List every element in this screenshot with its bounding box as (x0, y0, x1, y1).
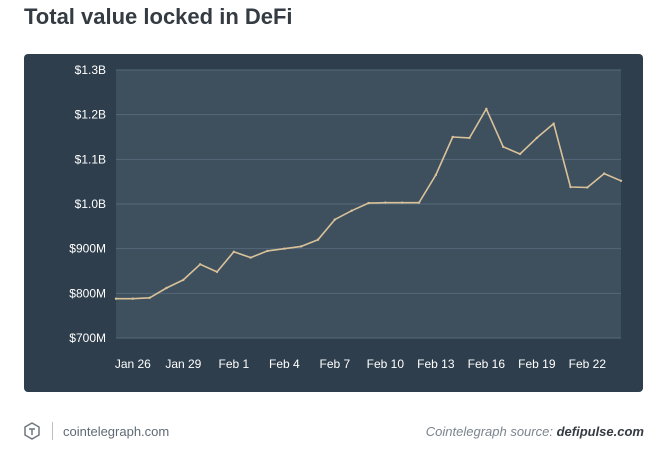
data-point (131, 297, 135, 300)
data-point (468, 136, 471, 140)
footer-divider (52, 422, 53, 440)
data-point (518, 152, 522, 156)
data-point (266, 249, 269, 253)
source-name[interactable]: defipulse.com (556, 424, 644, 439)
chart-title: Total value locked in DeFi (24, 4, 293, 29)
data-point (434, 173, 438, 177)
x-tick-label: Feb 22 (569, 357, 607, 371)
site-name[interactable]: cointelegraph.com (63, 423, 170, 439)
x-tick-label: Feb 1 (218, 357, 249, 371)
data-point (299, 245, 303, 248)
data-point (417, 201, 421, 204)
data-point (182, 278, 185, 282)
data-point (569, 185, 572, 189)
x-tick-label: Feb 13 (417, 357, 455, 371)
data-point (316, 238, 320, 241)
y-tick-label: $1.0B (75, 197, 106, 211)
x-tick-label: Feb 4 (269, 357, 300, 371)
x-tick-label: Feb 10 (367, 357, 405, 371)
x-tick-label: Jan 29 (165, 357, 201, 371)
y-tick-label: $1.1B (75, 152, 106, 166)
data-point (501, 145, 505, 149)
x-tick-label: Feb 19 (518, 357, 556, 371)
line-chart: $700M $800M $900M $1.0B $1.1B $1.2B $1.3B Jan 2… (69, 63, 623, 371)
chart-panel: $700M $800M $900M $1.0B $1.1B $1.2B $1.3B Jan 2… (24, 54, 643, 392)
data-point (165, 286, 168, 290)
data-point (485, 107, 488, 111)
data-point (249, 256, 252, 259)
x-tick-label: Feb 16 (468, 357, 506, 371)
cointelegraph-logo-icon (22, 421, 42, 441)
y-tick-label: $1.3B (75, 63, 106, 77)
data-point (232, 250, 236, 253)
footer-brand: cointelegraph.com (22, 420, 169, 442)
data-point (619, 179, 623, 182)
y-tick-label: $1.2B (75, 108, 106, 122)
data-point (333, 218, 337, 221)
x-tick-label: Jan 26 (115, 357, 151, 371)
source-prefix: Cointelegraph source: (425, 424, 557, 439)
data-point (552, 122, 555, 125)
data-point (283, 247, 286, 250)
data-point (148, 296, 151, 299)
data-point (367, 201, 370, 205)
data-point (400, 201, 404, 204)
data-point (451, 135, 454, 139)
data-point (535, 136, 539, 140)
data-point (198, 263, 202, 266)
y-tick-label: $800M (69, 286, 106, 300)
x-tick-label: Feb 7 (319, 357, 350, 371)
y-tick-label: $700M (69, 331, 106, 345)
source-credit: Cointelegraph source: defipulse.com (426, 424, 644, 439)
data-point (602, 172, 606, 175)
data-point (114, 297, 118, 300)
y-tick-label: $900M (69, 242, 106, 256)
data-point (384, 201, 387, 204)
data-point (586, 186, 589, 189)
data-point (350, 209, 353, 212)
data-point (215, 270, 219, 274)
